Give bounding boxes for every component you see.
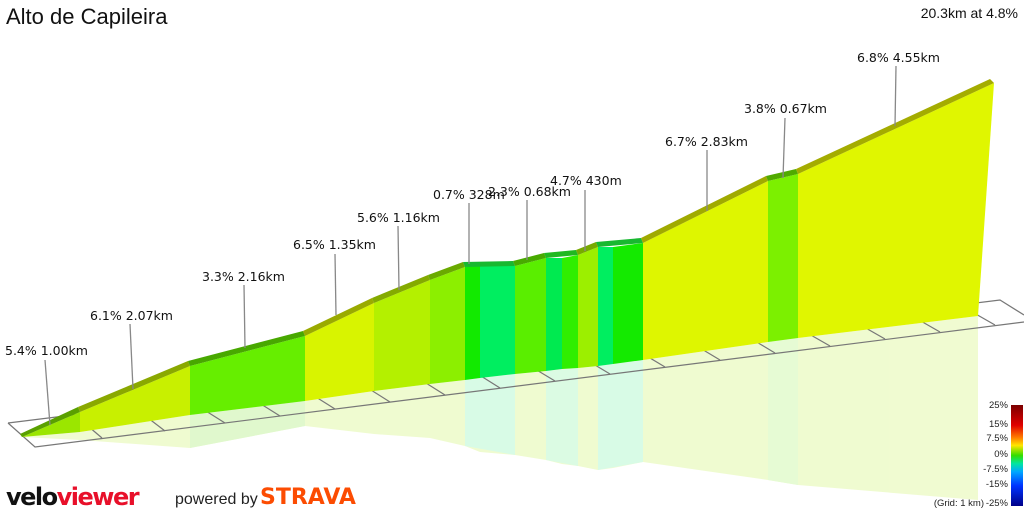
segment-3	[190, 336, 305, 415]
segment-label: 5.4% 1.00km	[5, 343, 88, 358]
segment-label: 3.8% 0.67km	[744, 101, 827, 116]
segment-label: 4.7% 430m	[550, 173, 622, 188]
legend-tick: 7.5%	[986, 433, 1008, 444]
segment-label: 6.5% 1.35km	[293, 237, 376, 252]
segment-16	[768, 174, 798, 342]
legend-tick: 0%	[994, 449, 1008, 460]
page-title: Alto de Capileira	[6, 4, 168, 29]
legend-tick: -7.5%	[983, 464, 1008, 475]
segment-7	[465, 265, 480, 380]
segment-4	[305, 303, 374, 401]
strava-logo[interactable]: STRAVA	[260, 485, 356, 510]
segment-label: 0.7% 328m	[433, 187, 505, 202]
profile-segments	[22, 83, 994, 437]
segment-label: 6.8% 4.55km	[857, 50, 940, 65]
grid-note: (Grid: 1 km)	[933, 498, 984, 509]
segment-8	[480, 265, 515, 378]
label-leaders	[44, 65, 897, 426]
segment-15	[643, 181, 768, 360]
legend-tick: 15%	[988, 419, 1008, 430]
legend-tick: -15%	[985, 479, 1008, 490]
logo-viewer: viewer	[56, 483, 140, 511]
segment-label: 6.1% 2.07km	[90, 308, 173, 323]
segment-9	[515, 258, 546, 374]
profile-ridge	[20, 79, 994, 437]
climb-summary: 20.3km at 4.8%	[920, 5, 1018, 21]
segment-14	[613, 243, 643, 364]
segment-label: 2.3% 0.68km	[488, 184, 571, 199]
segment-12	[578, 247, 598, 368]
segment-5	[374, 280, 430, 391]
gradient-color-bar	[1011, 405, 1023, 506]
logo-velo: velo	[6, 483, 58, 511]
segment-13	[598, 247, 613, 366]
segment-label: 6.7% 2.83km	[665, 134, 748, 149]
powered-by-text: powered by	[175, 491, 258, 508]
segment-6	[430, 267, 465, 384]
legend-tick: 25%	[988, 400, 1008, 411]
legend-tick: -25%	[985, 498, 1008, 509]
segment-10	[546, 258, 562, 371]
segment-11	[562, 255, 578, 369]
segment-2	[80, 366, 190, 432]
profile-reflection	[22, 316, 978, 500]
veloviewer-logo[interactable]: veloviewer	[6, 483, 140, 511]
segment-label: 3.3% 2.16km	[202, 269, 285, 284]
segment-label: 5.6% 1.16km	[357, 210, 440, 225]
segment-17	[798, 83, 994, 338]
segment-labels: 5.4% 1.00km 6.1% 2.07km 3.3% 2.16km 6.5%…	[5, 50, 940, 358]
